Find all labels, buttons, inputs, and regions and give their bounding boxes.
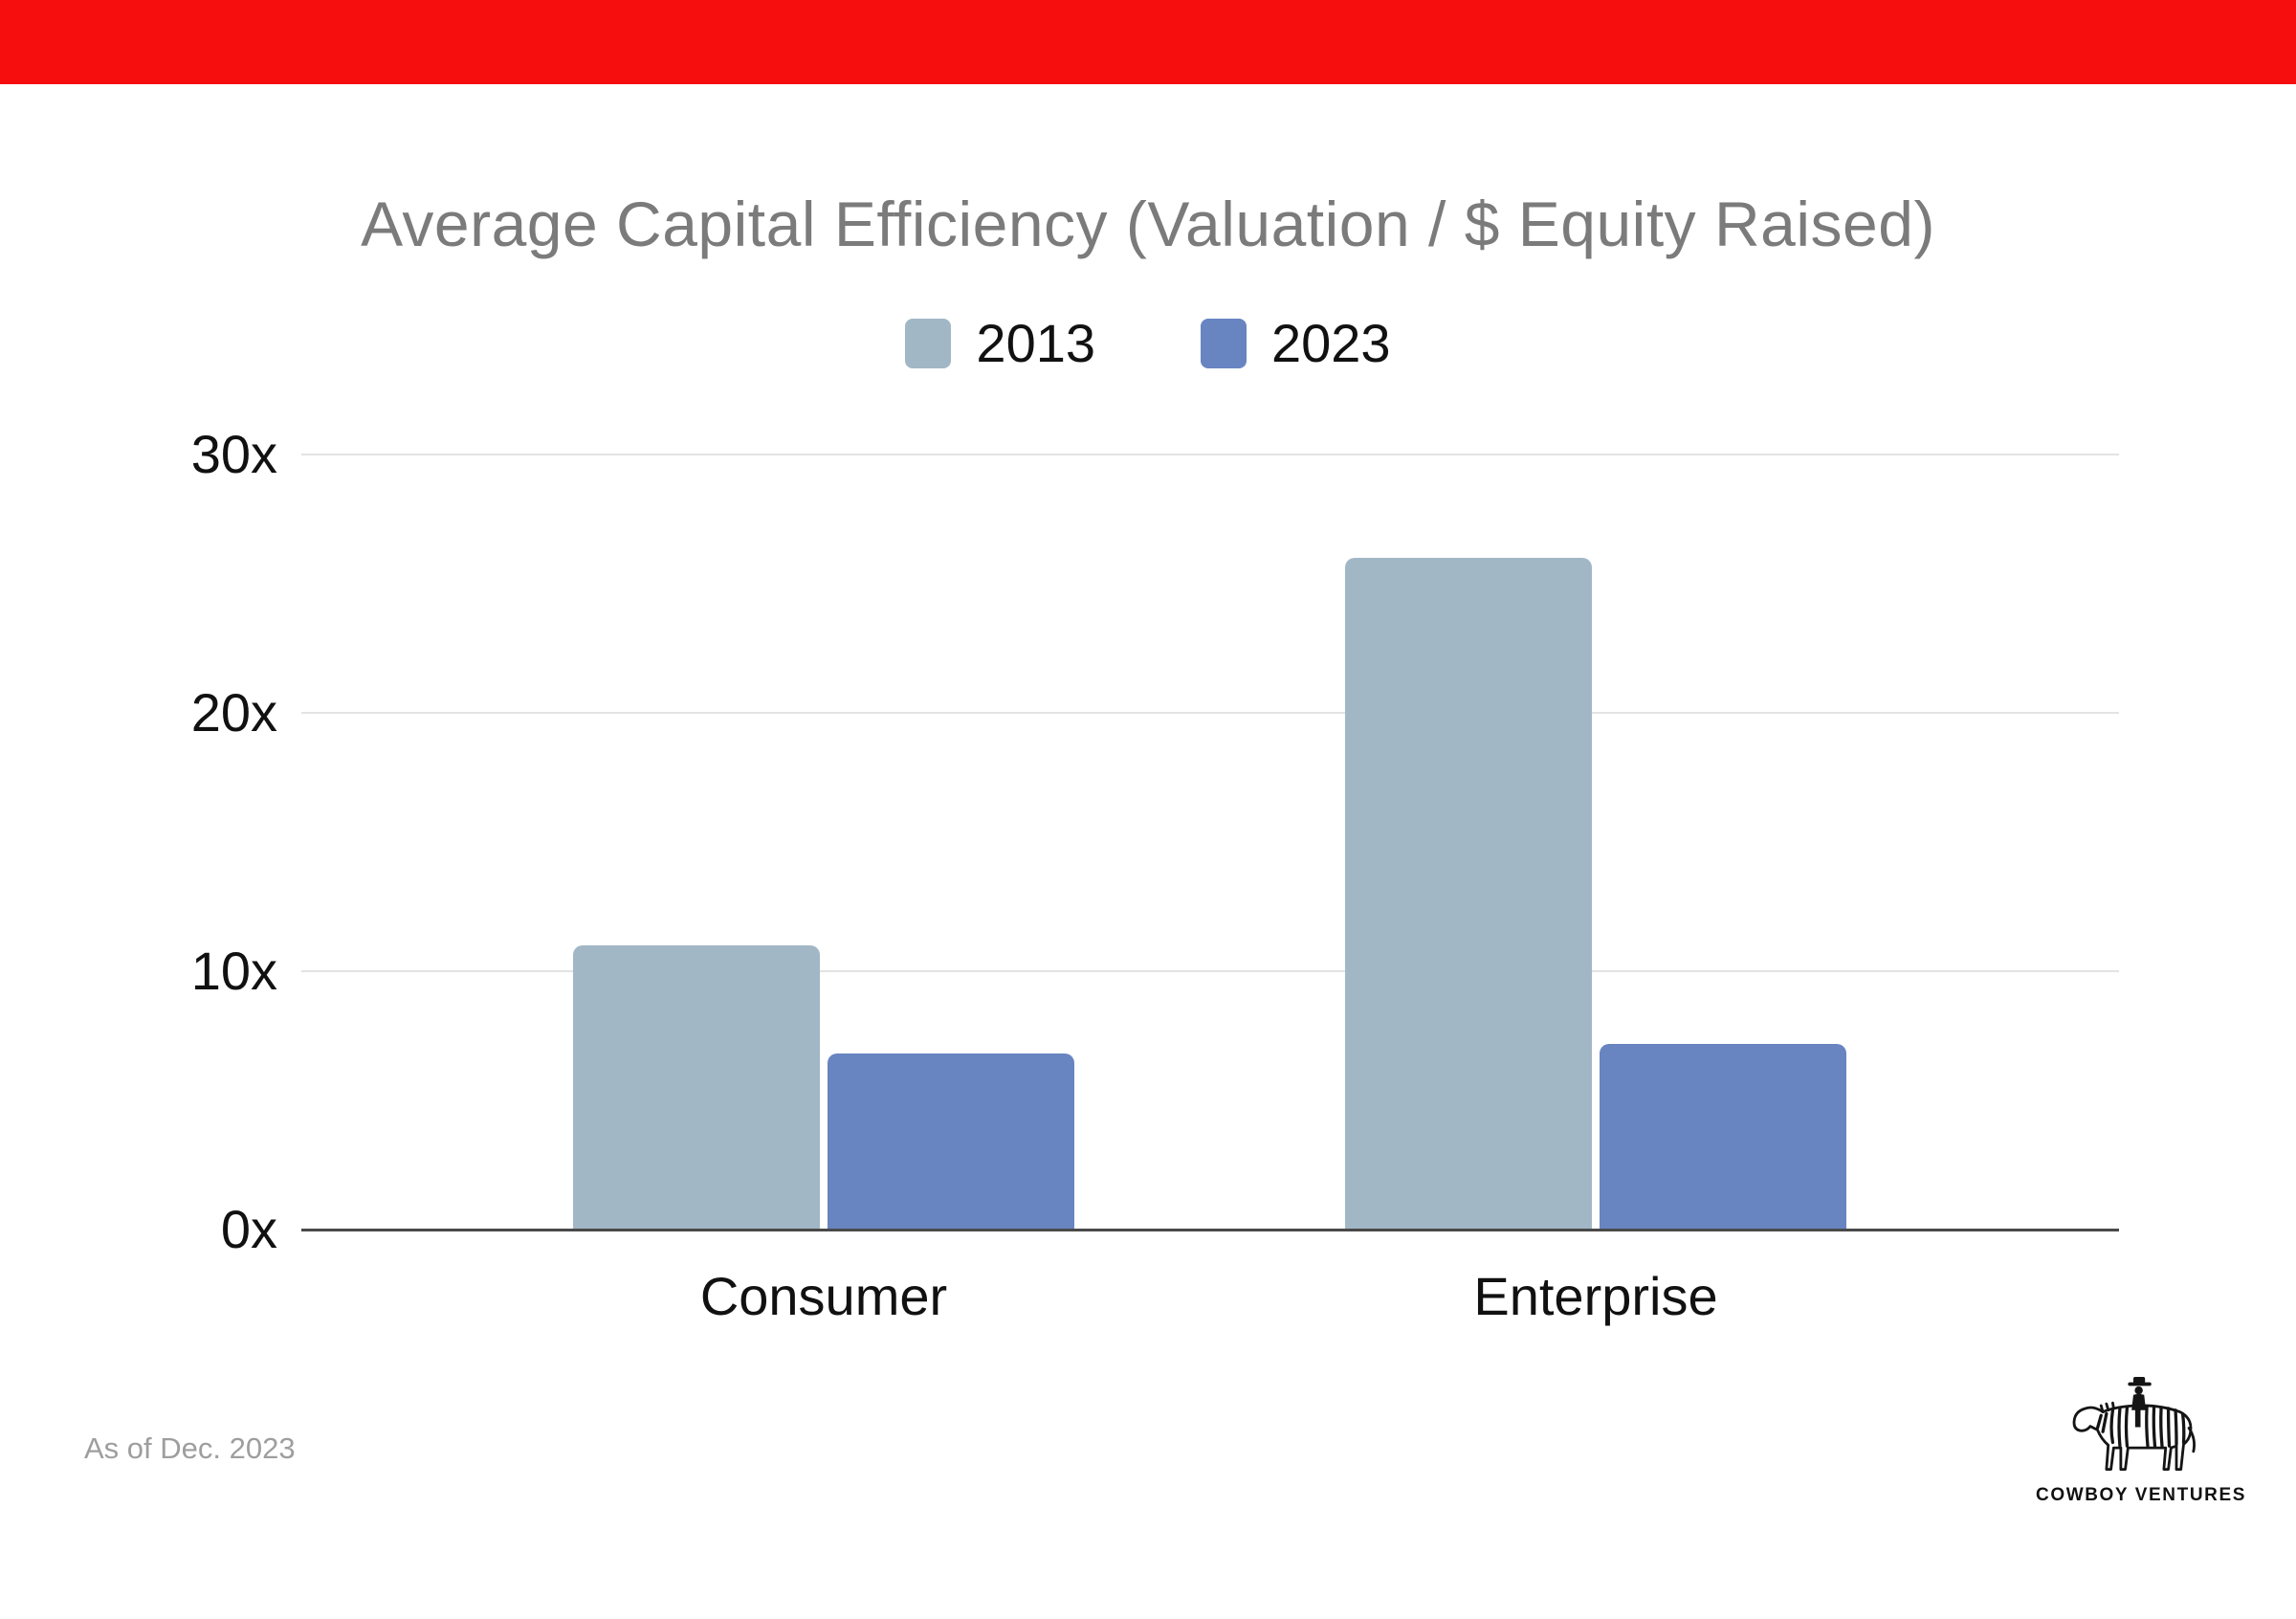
chart-title: Average Capital Efficiency (Valuation / …	[361, 189, 1935, 259]
gridline-20x	[301, 712, 2119, 714]
legend-item-2023: 2023	[1201, 312, 1391, 374]
bar-consumer-2013	[573, 945, 820, 1230]
footnote: As of Dec. 2023	[84, 1431, 296, 1465]
category-label-consumer: Consumer	[699, 1266, 948, 1326]
y-tick-label-10x: 10x	[190, 941, 277, 1001]
y-tick-label-0x: 0x	[220, 1199, 277, 1259]
top-banner	[0, 0, 2296, 84]
bar-enterprise-2013	[1345, 558, 1592, 1230]
x-axis-line	[301, 1229, 2119, 1231]
logo-wordmark: COWBOY VENTURES	[2036, 1485, 2247, 1505]
category-label-enterprise: Enterprise	[1473, 1266, 1718, 1326]
legend-swatch-2023	[1201, 318, 1247, 368]
gridline-30x	[301, 454, 2119, 455]
gridline-10x	[301, 970, 2119, 972]
legend-item-2013: 2013	[905, 312, 1095, 374]
legend-label-2023: 2023	[1271, 313, 1391, 373]
y-tick-label-20x: 20x	[190, 682, 277, 743]
zebra-cowboy-logo-icon	[2072, 1377, 2196, 1471]
legend-label-2013: 2013	[976, 313, 1095, 373]
bar-enterprise-2023	[1600, 1044, 1846, 1230]
chart-legend: 2013 2023	[0, 312, 2296, 374]
cowboy-ventures-logo: COWBOY VENTURES	[2036, 1376, 2247, 1506]
y-tick-label-30x: 30x	[190, 424, 277, 484]
bar-consumer-2023	[828, 1053, 1074, 1230]
legend-swatch-2013	[905, 318, 952, 368]
